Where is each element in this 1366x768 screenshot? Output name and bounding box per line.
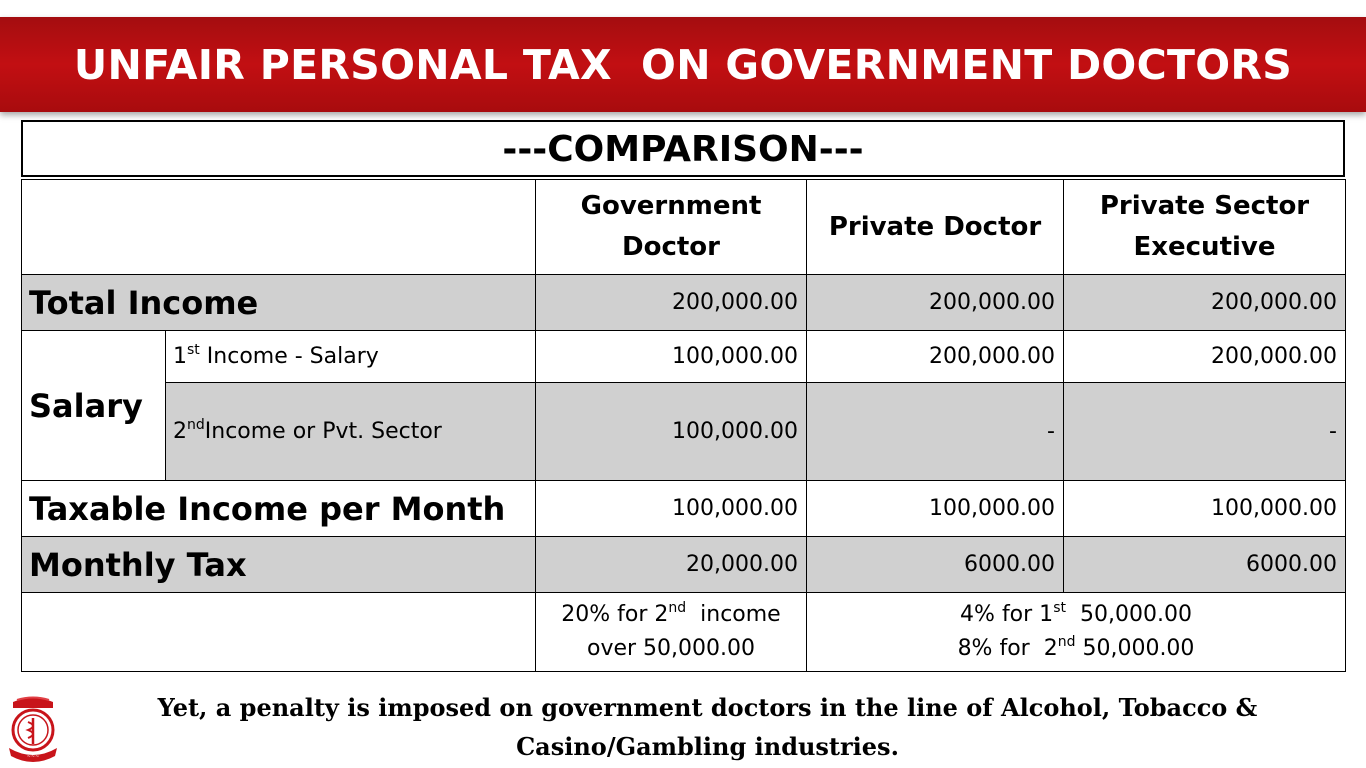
monthly-tax-gov: 20,000.00 xyxy=(535,536,807,593)
col-header-private-sector-executive: Private Sector Executive xyxy=(1063,179,1346,275)
footer-line-1: Yet, a penalty is imposed on government … xyxy=(157,693,1258,722)
taxable-income-row: Taxable Income per Month 100,000.00 100,… xyxy=(21,480,1346,537)
comparison-table: Government Doctor Private Doctor Private … xyxy=(21,179,1346,672)
taxable-income-private-doctor: 100,000.00 xyxy=(806,480,1064,537)
first-income-private-doctor: 200,000.00 xyxy=(806,330,1064,383)
salary-label: Salary xyxy=(21,330,166,481)
comparison-header: ---COMPARISON--- xyxy=(21,120,1345,176)
tax-rate-notes-row: 20% for 2nd income over 50,000.00 4% for… xyxy=(21,592,1346,672)
total-income-private-exec: 200,000.00 xyxy=(1063,274,1346,331)
total-income-label: Total Income xyxy=(21,274,536,331)
svg-text:~~~: ~~~ xyxy=(27,754,40,760)
second-income-private-doctor: - xyxy=(806,382,1064,481)
footer-line-2: Casino/Gambling industries. xyxy=(516,732,899,761)
second-income-gov: 100,000.00 xyxy=(535,382,807,481)
col-header-government-doctor: Government Doctor xyxy=(535,179,807,275)
gov-tax-rate-note: 20% for 2nd income over 50,000.00 xyxy=(535,592,807,672)
footer-note: Yet, a penalty is imposed on government … xyxy=(150,688,1265,766)
header-empty-cell xyxy=(21,179,536,275)
monthly-tax-private-exec: 6000.00 xyxy=(1063,536,1346,593)
notes-empty-cell xyxy=(21,592,536,672)
comparison-title: ---COMPARISON--- xyxy=(502,128,864,170)
total-income-private-doctor: 200,000.00 xyxy=(806,274,1064,331)
salary-second-income-row: 2ndIncome or Pvt. Sector 100,000.00 - - xyxy=(21,382,1346,481)
second-income-label: 2ndIncome or Pvt. Sector xyxy=(165,382,536,481)
second-income-private-exec: - xyxy=(1063,382,1346,481)
taxable-income-label: Taxable Income per Month xyxy=(21,480,536,537)
title-banner: UNFAIR PERSONAL TAX ON GOVERNMENT DOCTOR… xyxy=(0,17,1366,112)
medical-association-logo: ~~~ xyxy=(9,696,57,762)
taxable-income-gov: 100,000.00 xyxy=(535,480,807,537)
total-income-gov: 200,000.00 xyxy=(535,274,807,331)
total-income-row: Total Income 200,000.00 200,000.00 200,0… xyxy=(21,274,1346,331)
monthly-tax-row: Monthly Tax 20,000.00 6000.00 6000.00 xyxy=(21,536,1346,593)
first-income-label: 1st Income - Salary xyxy=(165,330,536,383)
monthly-tax-label: Monthly Tax xyxy=(21,536,536,593)
private-tax-rate-note: 4% for 1st 50,000.00 8% for 2nd 50,000.0… xyxy=(806,592,1346,672)
first-income-private-exec: 200,000.00 xyxy=(1063,330,1346,383)
slide-title: UNFAIR PERSONAL TAX ON GOVERNMENT DOCTOR… xyxy=(73,40,1293,89)
first-income-gov: 100,000.00 xyxy=(535,330,807,383)
column-header-row: Government Doctor Private Doctor Private … xyxy=(21,179,1346,275)
taxable-income-private-exec: 100,000.00 xyxy=(1063,480,1346,537)
monthly-tax-private-doctor: 6000.00 xyxy=(806,536,1064,593)
col-header-private-doctor: Private Doctor xyxy=(806,179,1064,275)
salary-first-income-row: Salary 1st Income - Salary 100,000.00 20… xyxy=(21,330,1346,481)
